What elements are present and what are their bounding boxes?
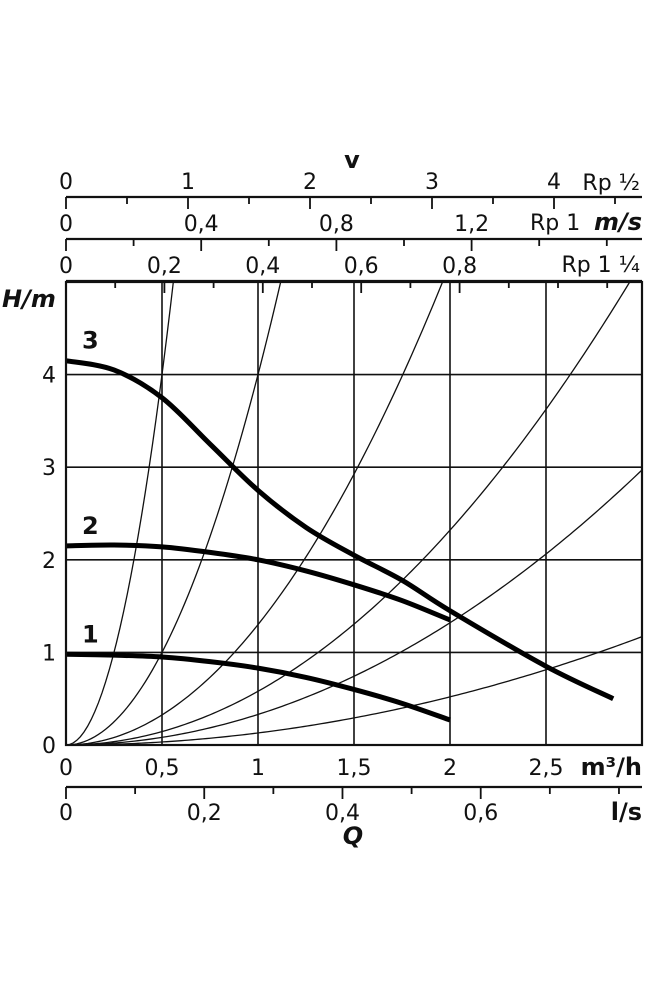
velocity-tick-label: 0,4 bbox=[245, 254, 280, 279]
x-tick-label-m3h: 1,5 bbox=[337, 756, 372, 781]
system-curve bbox=[66, 469, 642, 745]
x-tick-label-m3h: 0,5 bbox=[145, 756, 180, 781]
scale-name-rp-1-quarter: Rp 1 ¼ bbox=[561, 253, 640, 278]
pump-curve-3 bbox=[66, 358, 615, 701]
pump-curves bbox=[66, 358, 615, 723]
velocity-axis-title: v bbox=[344, 146, 360, 174]
x-tick-label-m3h: 0 bbox=[59, 756, 73, 781]
x-tick-label-ls: 0,4 bbox=[325, 801, 360, 826]
pump-curve-label-3: 3 bbox=[82, 327, 99, 355]
velocity-tick-label: 0,8 bbox=[442, 254, 477, 279]
x-tick-label-m3h: 2 bbox=[443, 756, 457, 781]
velocity-tick-label: 0,6 bbox=[344, 254, 379, 279]
x-tick-label-m3h: 1 bbox=[251, 756, 265, 781]
x-tick-label-ls: 0,6 bbox=[463, 801, 498, 826]
velocity-tick-label: 0 bbox=[59, 212, 73, 237]
y-axis-label: H/m bbox=[2, 285, 56, 313]
system-curve bbox=[66, 282, 282, 745]
velocity-tick-label: 3 bbox=[425, 170, 439, 195]
system-curve bbox=[66, 282, 444, 745]
x-tick-label-ls: 0 bbox=[59, 801, 73, 826]
velocity-tick-label: 0 bbox=[59, 254, 73, 279]
x-tick-label-m3h: 2,5 bbox=[529, 756, 564, 781]
x-axis-name-q: Q bbox=[343, 822, 363, 850]
y-tick-label: 0 bbox=[42, 734, 56, 759]
tick-marks bbox=[65, 197, 620, 799]
system-curves bbox=[66, 282, 642, 745]
y-tick-label: 1 bbox=[42, 641, 56, 666]
velocity-tick-label: 2 bbox=[303, 170, 317, 195]
scale-name-rp-half: Rp ½ bbox=[582, 171, 640, 196]
pump-curve-label-2: 2 bbox=[82, 512, 99, 540]
system-curve bbox=[66, 282, 631, 745]
plot-frame bbox=[64, 195, 644, 789]
velocity-tick-label: 0,4 bbox=[184, 212, 219, 237]
y-tick-label: 4 bbox=[42, 364, 56, 389]
velocity-unit-ms: m/s bbox=[594, 208, 642, 236]
y-tick-label: 2 bbox=[42, 549, 56, 574]
x-axis-unit-ls: l/s bbox=[611, 798, 642, 826]
velocity-tick-label: 4 bbox=[547, 170, 561, 195]
velocity-tick-label: 0,2 bbox=[147, 254, 182, 279]
pump-curve-label-1: 1 bbox=[82, 620, 99, 648]
system-curve bbox=[66, 636, 642, 745]
x-tick-label-ls: 0,2 bbox=[187, 801, 222, 826]
y-tick-label: 3 bbox=[42, 456, 56, 481]
scale-name-rp-1: Rp 1 bbox=[530, 211, 580, 236]
velocity-tick-label: 0,8 bbox=[319, 212, 354, 237]
velocity-tick-label: 0 bbox=[59, 170, 73, 195]
system-curve bbox=[66, 282, 174, 745]
pump-curve-2 bbox=[66, 542, 451, 623]
pump-curve-1 bbox=[66, 651, 451, 723]
velocity-tick-label: 1,2 bbox=[454, 212, 489, 237]
x-axis-unit-m3h: m³/h bbox=[581, 753, 642, 781]
velocity-tick-label: 1 bbox=[181, 170, 195, 195]
